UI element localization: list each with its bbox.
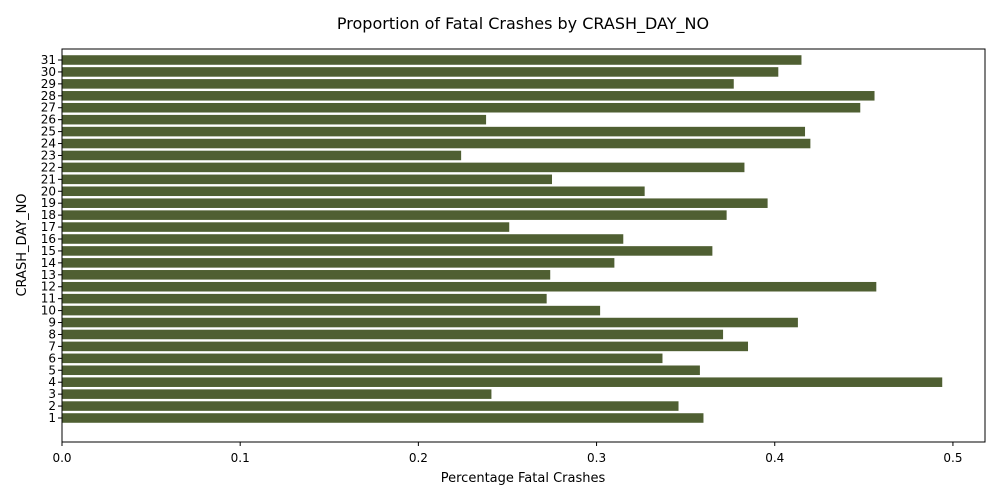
bar-day-22 <box>62 162 745 173</box>
y-tick-label: 6 <box>48 351 56 365</box>
bar-day-9 <box>62 317 798 328</box>
x-tick-label: 0.3 <box>587 451 606 465</box>
y-tick-label: 3 <box>48 387 56 401</box>
y-tick-label: 22 <box>41 160 56 174</box>
y-tick-label: 2 <box>48 399 56 413</box>
y-tick-label: 18 <box>41 208 56 222</box>
y-tick-label: 25 <box>41 125 56 139</box>
y-tick-label: 16 <box>41 232 56 246</box>
y-tick-label: 8 <box>48 327 56 341</box>
bar-day-30 <box>62 67 779 77</box>
bars-group <box>62 55 943 423</box>
bar-day-25 <box>62 126 806 137</box>
x-tick-label: 0.0 <box>52 451 71 465</box>
y-tick-label: 20 <box>41 184 56 198</box>
y-tick-label: 12 <box>41 280 56 294</box>
y-axis-ticks: 1234567891011121314151617181920212223242… <box>41 53 62 425</box>
plot-frame <box>61 48 986 443</box>
y-tick-label: 5 <box>48 363 56 377</box>
chart-title: Proportion of Fatal Crashes by CRASH_DAY… <box>337 14 709 34</box>
bar-day-11 <box>62 293 547 304</box>
y-tick-label: 23 <box>41 148 56 162</box>
bar-day-1 <box>62 413 704 423</box>
y-tick-label: 4 <box>48 375 56 389</box>
y-tick-label: 10 <box>41 304 56 318</box>
bar-day-20 <box>62 186 645 197</box>
bar-day-7 <box>62 341 749 352</box>
x-tick-label: 0.5 <box>943 451 962 465</box>
y-tick-label: 19 <box>41 196 56 210</box>
bar-day-28 <box>62 91 875 101</box>
x-tick-label: 0.2 <box>409 451 428 465</box>
bar-day-21 <box>62 174 553 185</box>
bar-day-3 <box>62 389 492 399</box>
y-axis-label: CRASH_DAY_NO <box>15 193 30 296</box>
bar-day-10 <box>62 305 601 316</box>
bar-day-5 <box>62 365 700 376</box>
bar-day-29 <box>62 79 734 89</box>
y-tick-label: 7 <box>48 339 56 353</box>
y-tick-label: 26 <box>41 113 56 127</box>
y-tick-label: 29 <box>41 77 56 91</box>
y-tick-label: 24 <box>41 137 56 151</box>
y-tick-label: 17 <box>41 220 56 234</box>
bar-day-2 <box>62 401 679 411</box>
bar-day-16 <box>62 234 624 244</box>
x-axis-ticks: 0.0 0.1 0.2 0.3 0.4 0.5 <box>52 442 962 465</box>
y-tick-label: 11 <box>41 292 56 306</box>
bar-day-8 <box>62 329 724 340</box>
y-tick-label: 27 <box>41 101 56 115</box>
y-tick-label: 15 <box>41 244 56 258</box>
y-tick-label: 9 <box>48 316 56 330</box>
bar-day-27 <box>62 102 861 113</box>
bar-day-31 <box>62 55 802 65</box>
bar-day-26 <box>62 114 487 125</box>
bar-day-18 <box>62 210 727 220</box>
bar-day-4 <box>62 377 943 387</box>
y-tick-label: 31 <box>41 53 56 67</box>
bar-day-17 <box>62 222 510 232</box>
x-tick-label: 0.1 <box>231 451 250 465</box>
bar-day-24 <box>62 138 811 149</box>
bar-day-15 <box>62 246 713 256</box>
bar-day-19 <box>62 198 768 208</box>
bar-day-13 <box>62 270 551 280</box>
bar-day-23 <box>62 150 462 161</box>
y-tick-label: 21 <box>41 172 56 186</box>
y-tick-label: 1 <box>48 411 56 425</box>
y-tick-label: 13 <box>41 268 56 282</box>
bar-day-14 <box>62 258 615 268</box>
y-tick-label: 28 <box>41 89 56 103</box>
x-axis-label: Percentage Fatal Crashes <box>441 471 606 486</box>
bar-day-6 <box>62 353 663 364</box>
x-tick-label: 0.4 <box>765 451 784 465</box>
y-tick-label: 14 <box>41 256 56 270</box>
y-tick-label: 30 <box>41 65 56 79</box>
bar-day-12 <box>62 281 877 292</box>
